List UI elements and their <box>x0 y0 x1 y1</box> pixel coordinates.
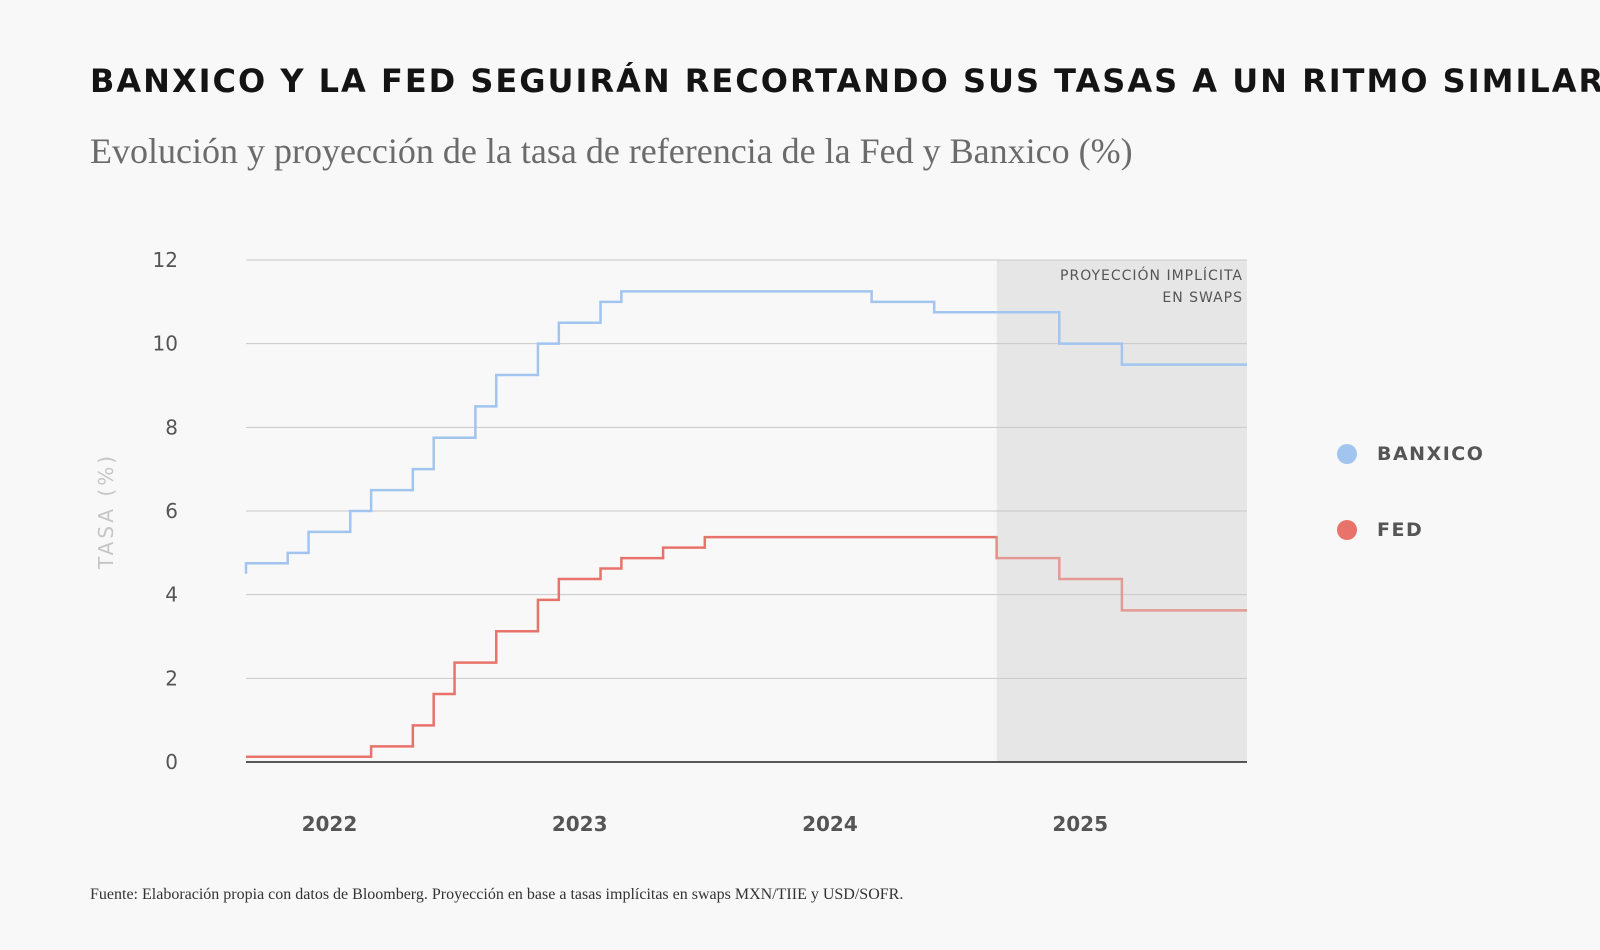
chart-labels: 0 2 4 6 8 10 12 2022 2023 2024 2025 TASA (%) <box>94 248 1108 836</box>
chart-series <box>244 290 1247 759</box>
y-tick-label: 2 <box>165 666 178 690</box>
chart-subtitle: Evolución y proyección de la tasa de ref… <box>90 131 1133 171</box>
x-tick-label: 2022 <box>302 812 358 836</box>
y-tick-label: 12 <box>153 248 178 272</box>
projection-label: EN SWAPS <box>1162 290 1243 306</box>
y-tick-label: 0 <box>165 750 178 774</box>
y-tick-label: 8 <box>165 415 178 439</box>
page-title: BANXICO Y LA FED SEGUIRÁN RECORTANDO SUS… <box>90 62 1600 100</box>
x-tick-label: 2025 <box>1052 812 1108 836</box>
source-note: Fuente: Elaboración propia con datos de … <box>90 886 904 903</box>
series-line-fed <box>246 535 997 759</box>
x-tick-label: 2023 <box>552 812 608 836</box>
legend-label: FED <box>1377 519 1424 541</box>
legend-dot-icon <box>1337 520 1357 540</box>
legend-label: BANXICO <box>1377 443 1485 465</box>
y-axis-label: TASA (%) <box>94 453 118 570</box>
x-tick-label: 2024 <box>802 812 858 836</box>
chart-legend: BANXICO FED <box>1337 440 1484 592</box>
projection-label: PROYECCIÓN IMPLÍCITA <box>1060 266 1243 284</box>
y-tick-label: 4 <box>165 583 178 607</box>
series-projection-fed <box>996 535 1247 612</box>
legend-item-banxico[interactable]: BANXICO <box>1337 440 1484 468</box>
y-tick-label: 6 <box>165 499 178 523</box>
legend-dot-icon <box>1337 444 1357 464</box>
legend-item-fed[interactable]: FED <box>1337 516 1484 544</box>
series-line-banxico <box>244 290 997 574</box>
y-tick-label: 10 <box>153 332 178 356</box>
chart-gridlines <box>246 259 1247 679</box>
